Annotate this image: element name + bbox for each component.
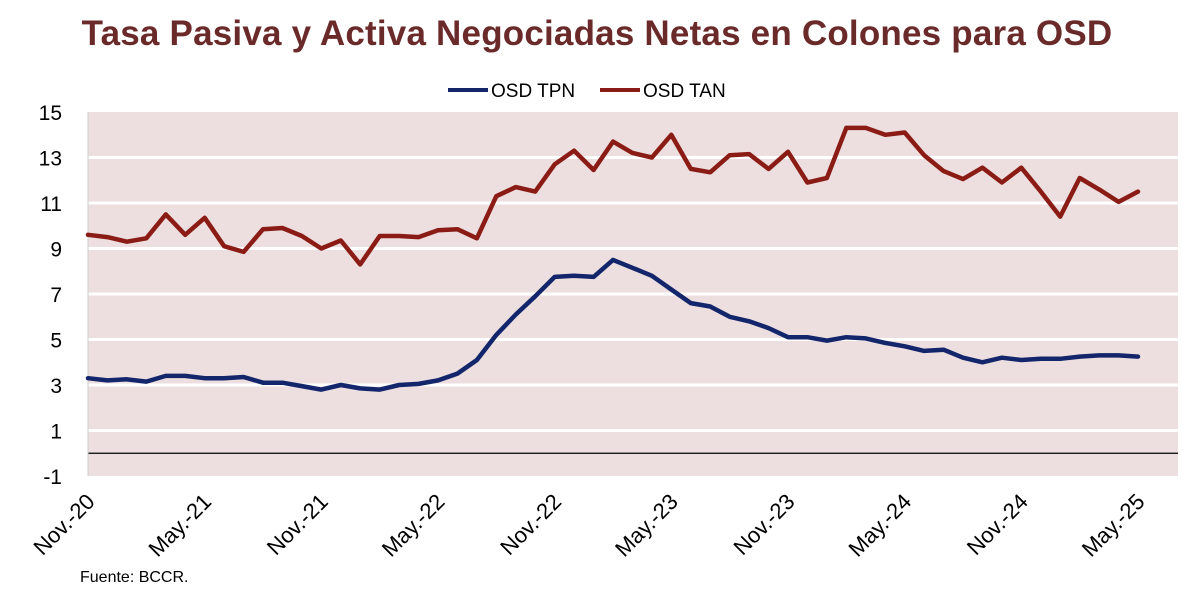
series-lines (85, 125, 1141, 392)
y-tick-label: 5 (50, 330, 62, 353)
x-tick-label: May.-24 (843, 489, 916, 562)
x-tick-label: Nov.-22 (495, 489, 566, 560)
x-tick-label: May.-23 (610, 489, 683, 562)
legend-label-tan: OSD TAN (643, 81, 726, 102)
y-tick-label: 9 (50, 239, 62, 262)
x-tick-label: Nov.-20 (29, 489, 100, 560)
x-tick-label: Nov.-21 (262, 489, 333, 560)
chart-title: Tasa Pasiva y Activa Negociadas Netas en… (81, 14, 1113, 53)
x-tick-label: May.-25 (1077, 489, 1150, 562)
legend-label-tpn: OSD TPN (491, 81, 575, 102)
y-tick-label: 3 (50, 375, 62, 398)
y-tick-label: 11 (40, 193, 62, 216)
gridlines (88, 156, 1178, 432)
y-tick-label: 1 (50, 421, 62, 444)
y-tick-label: 7 (50, 284, 62, 307)
x-tick-label: May.-22 (377, 489, 450, 562)
y-tick-label: 15 (39, 102, 62, 125)
y-tick-label: 13 (39, 148, 62, 171)
x-axis-ticks: Nov.-20 May.-21 Nov.-21 May.-22 Nov.-22 May.-… (29, 489, 1150, 562)
y-tick-label: -1 (43, 466, 62, 489)
zero-line (87, 112, 1178, 476)
x-tick-label: May.-21 (143, 489, 216, 562)
source-note: Fuente: BCCR. (80, 569, 189, 586)
legend: OSD TPN OSD TAN (448, 81, 726, 102)
series-line-tpn (85, 257, 1141, 392)
series-line-tan (85, 125, 1141, 267)
x-tick-label: Nov.-24 (962, 489, 1033, 560)
x-tick-label: Nov.-23 (729, 489, 800, 560)
